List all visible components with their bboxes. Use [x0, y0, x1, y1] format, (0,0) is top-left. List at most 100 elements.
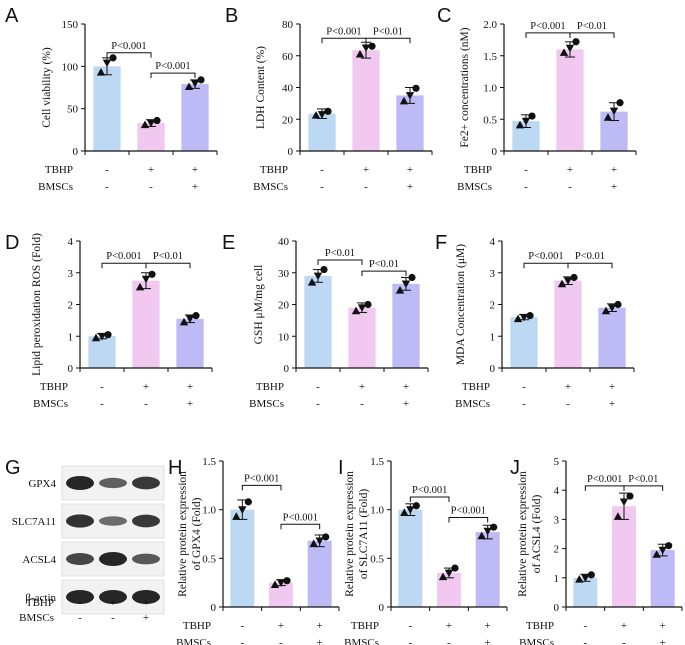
data-point-b-0-2 — [324, 107, 332, 115]
data-point-e-0-0 — [307, 278, 317, 286]
y-tick-label: 1.5 — [370, 456, 384, 468]
condition-sign-tbhp: + — [278, 620, 284, 632]
blot-band-1-2 — [132, 514, 160, 528]
protein-label: β-actin — [25, 592, 56, 604]
significance-label: P<0.01 — [575, 251, 605, 262]
data-point-b-1-2 — [368, 42, 376, 50]
significance-bracket — [525, 32, 571, 38]
data-point-j-0-1 — [581, 574, 590, 582]
condition-sign-bmscs: - — [566, 398, 570, 410]
data-point-a-0-1 — [102, 59, 112, 68]
condition-sign-tbhp: - — [320, 164, 324, 176]
bar-i-2 — [475, 532, 500, 607]
y-tick-label: 2.0 — [483, 19, 497, 31]
condition-label-tbhp: TBHP — [183, 620, 211, 632]
panel-letter-d: D — [5, 232, 19, 254]
y-tick-label: 1.0 — [202, 505, 216, 517]
significance-bracket — [361, 270, 407, 277]
bar-h-0 — [230, 509, 255, 607]
data-point-i-1-1 — [444, 569, 454, 578]
condition-sign-bmscs: - — [522, 398, 526, 410]
significance-label: P<0.001 — [530, 21, 565, 32]
condition-sign-tbhp: + — [611, 164, 617, 176]
y-tick-label: 60 — [282, 51, 294, 63]
condition-sign-tbhp: - — [583, 620, 587, 632]
condition-sign-bmscs: - — [78, 612, 82, 624]
condition-sign-tbhp: - — [240, 620, 244, 632]
y-axis-label: Relative protein expression of SLC7A11 (F… — [344, 471, 370, 597]
data-point-h-1-0 — [270, 580, 280, 588]
condition-sign-bmscs: - — [144, 398, 148, 410]
panel-letter-g: G — [5, 457, 21, 479]
condition-label-tbhp: TBHP — [462, 381, 490, 393]
y-axis-label: LDH Content (%) — [255, 46, 267, 129]
condition-label-bmscs: BMSCs — [19, 612, 54, 624]
y-tick-label: 0 — [284, 363, 290, 375]
data-point-b-2-1 — [405, 92, 415, 100]
bar-h-2 — [307, 540, 332, 607]
data-point-j-1-0 — [613, 512, 623, 520]
bar-b-0 — [308, 113, 336, 151]
y-tick-label: 1.0 — [483, 83, 497, 95]
condition-sign-bmscs: - — [408, 637, 412, 645]
condition-sign-tbhp: - — [408, 620, 412, 632]
y-tick-label: 10 — [278, 331, 290, 343]
data-point-b-0-0 — [311, 111, 321, 119]
data-point-c-2-0 — [603, 113, 613, 121]
condition-sign-tbhp: + — [363, 164, 369, 176]
y-tick-label: 0 — [288, 146, 294, 158]
significance-bracket — [569, 32, 615, 38]
data-point-e-2-2 — [408, 273, 416, 282]
condition-label-tbhp: TBHP — [351, 620, 379, 632]
y-tick-label: 0.5 — [483, 114, 497, 126]
bar-i-1 — [437, 572, 461, 607]
blot-band-2-0 — [66, 553, 94, 565]
y-tick-label: 100 — [62, 61, 79, 73]
data-point-h-2-2 — [322, 533, 330, 541]
y-tick-label: 0 — [379, 602, 385, 614]
data-point-f-2-0 — [601, 306, 611, 315]
condition-sign-bmscs: - — [316, 398, 320, 410]
bar-f-2 — [598, 307, 626, 368]
data-point-a-1-0 — [140, 120, 150, 129]
y-tick-label: 50 — [67, 104, 79, 116]
condition-sign-tbhp: + — [317, 620, 323, 632]
panel-letter-e: E — [222, 232, 235, 254]
condition-label-bmscs: BMSCs — [253, 181, 288, 193]
blot-band-2-1 — [99, 552, 127, 566]
condition-sign-tbhp: + — [609, 381, 615, 393]
significance-label: P<0.001 — [155, 61, 190, 72]
data-point-b-1-1 — [361, 44, 371, 53]
significance-label: P<0.01 — [153, 251, 183, 262]
condition-sign-bmscs: + — [485, 637, 491, 645]
bar-a-0 — [93, 66, 121, 151]
condition-sign-tbhp: + — [567, 164, 573, 176]
blot-band-0-1 — [99, 477, 127, 489]
condition-sign-bmscs: + — [187, 398, 193, 410]
condition-label-tbhp: TBHP — [40, 381, 68, 393]
y-tick-label: 1.5 — [483, 51, 497, 63]
bar-j-1 — [612, 506, 636, 607]
condition-sign-bmscs: - — [524, 181, 528, 193]
data-point-e-2-1 — [401, 280, 411, 289]
blot-band-2-2 — [132, 553, 160, 565]
y-tick-label: 0 — [490, 363, 496, 375]
y-axis-label: Relative protein expression of GPX4 (Fold… — [177, 471, 203, 597]
significance-bracket — [280, 523, 321, 530]
condition-label-tbhp: TBHP — [256, 381, 284, 393]
y-tick-label: 1 — [554, 573, 560, 585]
condition-label-bmscs: BMSCs — [455, 398, 490, 410]
data-point-f-0-2 — [526, 312, 534, 320]
bar-c-1 — [556, 49, 584, 151]
y-tick-label: 2 — [554, 544, 560, 556]
panel-h: H 0 0.5 1.0 1.5 Relative protein expression of… — [168, 456, 340, 645]
data-point-e-1-0 — [351, 306, 361, 315]
condition-label-bmscs: BMSCs — [249, 398, 284, 410]
y-tick-label: 5 — [554, 456, 560, 468]
condition-sign-bmscs: - — [100, 398, 104, 410]
data-point-j-2-0 — [652, 550, 661, 558]
condition-sign-tbhp: + — [110, 597, 116, 609]
panel-letter-c: C — [437, 5, 451, 27]
condition-sign-bmscs: - — [360, 398, 364, 410]
